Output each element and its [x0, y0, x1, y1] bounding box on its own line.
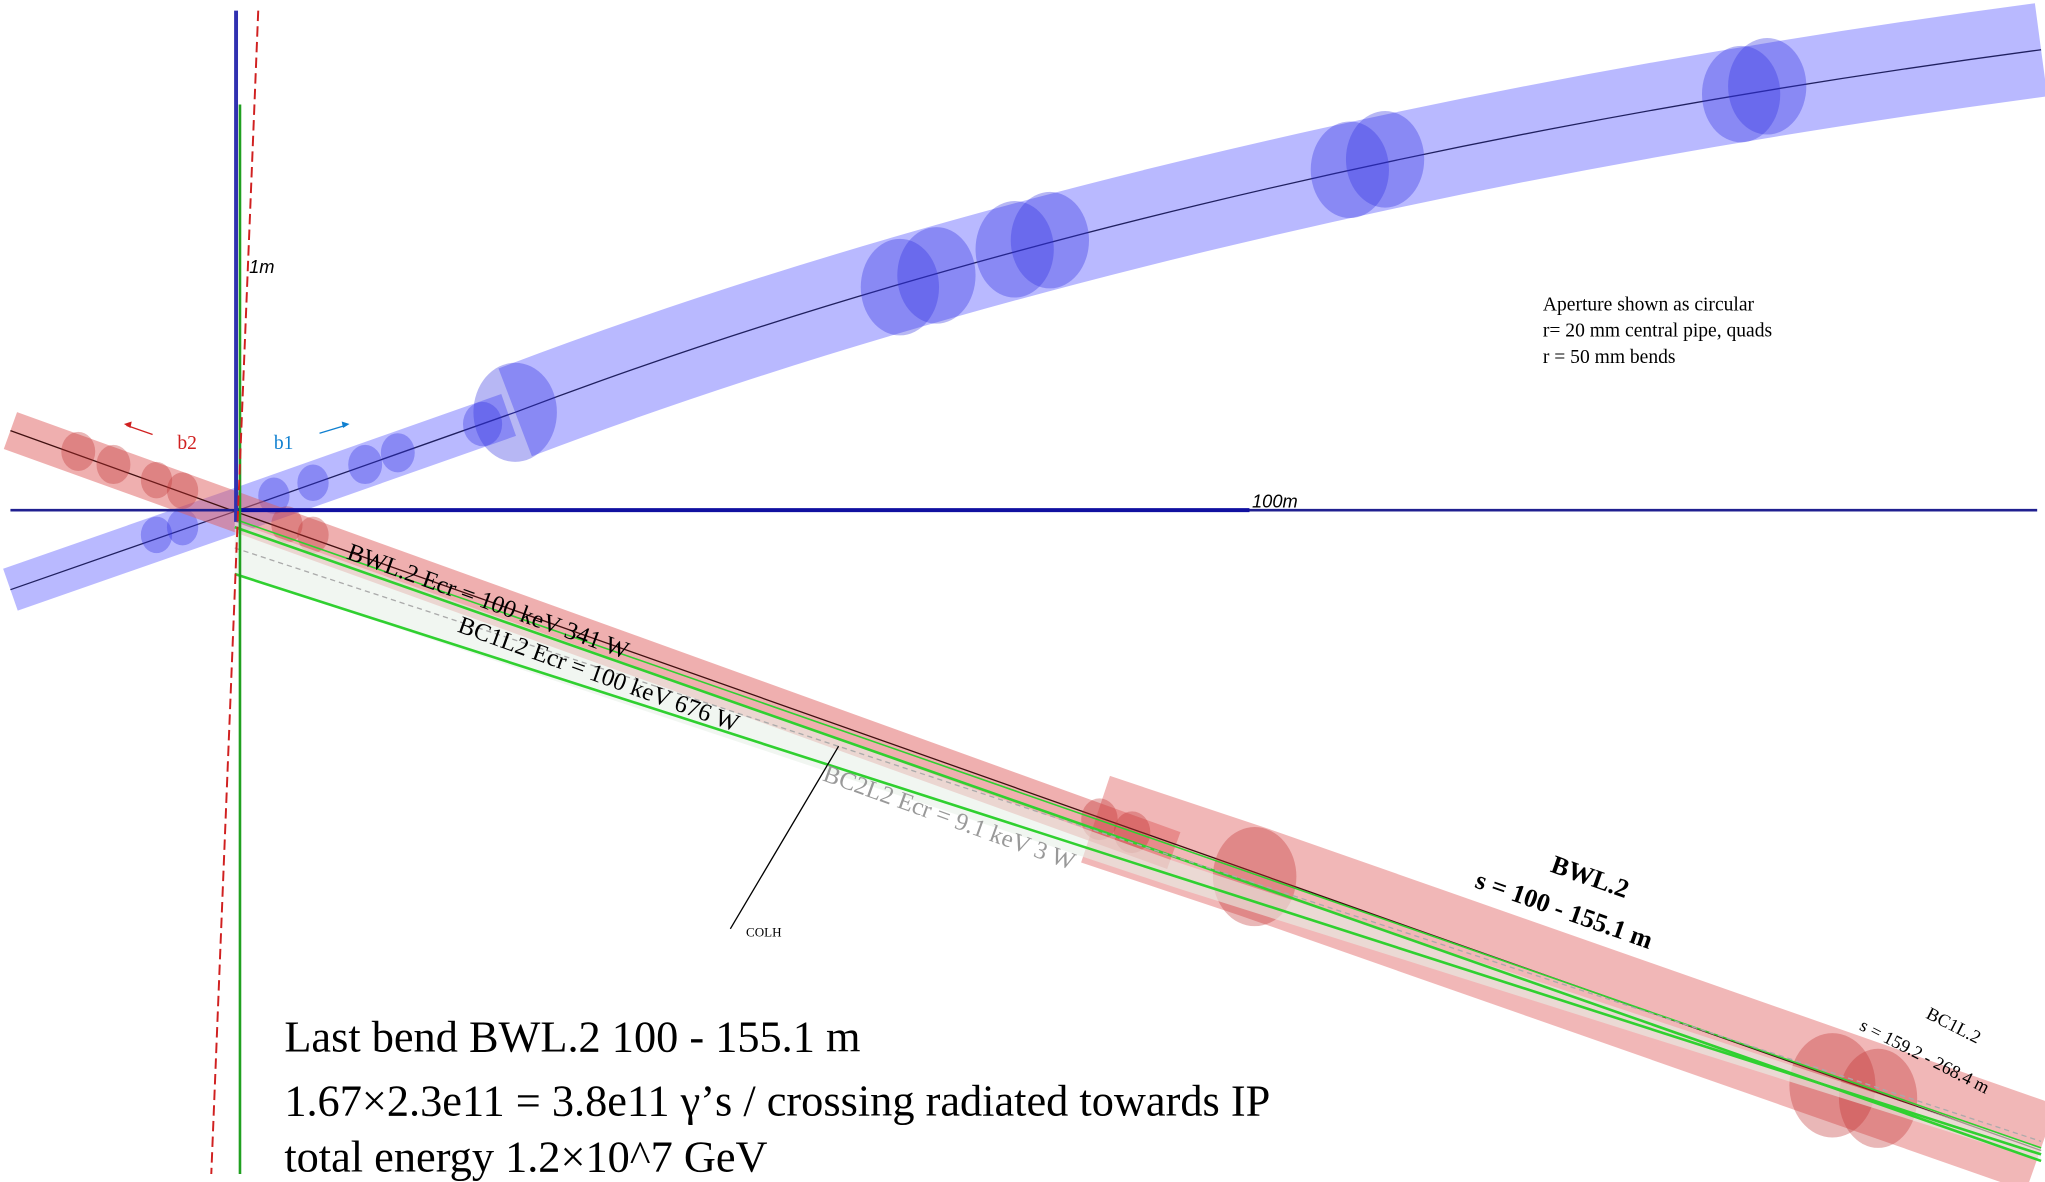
- caption-line: total energy 1.2×10^7 GeV: [284, 1131, 767, 1181]
- caption-line: 1.67×2.3e11 = 3.8e11 γ’s / crossing radi…: [284, 1075, 1270, 1125]
- collimator-label: COLH: [746, 925, 782, 940]
- note-line: Aperture shown as circular: [1543, 295, 1755, 316]
- beam-label: b2: [177, 433, 197, 454]
- horizontal-scale: 100m: [1252, 491, 1298, 512]
- note-line: r = 50 mm bends: [1543, 347, 1676, 368]
- note-line: r= 20 mm central pipe, quads: [1543, 321, 1772, 342]
- scene: 1m 100m b2 b1 Aperture shown as circular…: [0, 0, 2045, 1182]
- beam-label: b1: [274, 433, 294, 454]
- vertical-scale: 1m: [249, 256, 274, 277]
- caption-line: Last bend BWL.2 100 - 155.1 m: [284, 1011, 860, 1061]
- magnet-name: BC1L.2: [1923, 1003, 1984, 1047]
